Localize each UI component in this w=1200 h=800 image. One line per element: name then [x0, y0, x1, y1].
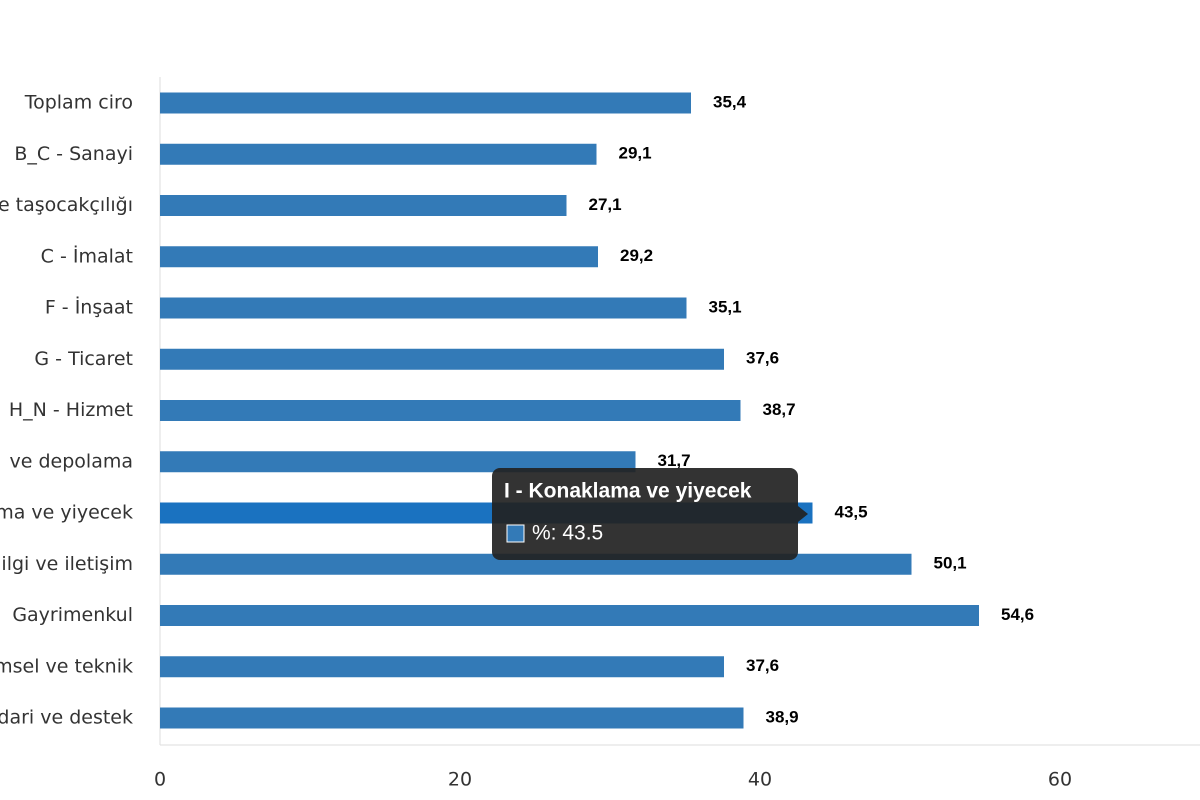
category-label: Gayrimenkul	[12, 604, 133, 626]
tooltip-box	[492, 468, 798, 560]
category-label: msel ve teknik	[0, 655, 133, 677]
value-label: 35,1	[709, 297, 742, 316]
bar	[160, 297, 687, 319]
category-label: B_C - Sanayi	[14, 143, 133, 165]
category-label: C - İmalat	[41, 244, 133, 267]
value-label: 35,4	[713, 92, 747, 111]
value-label: 31,7	[658, 451, 691, 470]
bar	[160, 451, 636, 473]
category-label: G - Ticaret	[34, 348, 133, 370]
tooltip-marker	[506, 524, 525, 543]
value-label: 38,9	[766, 707, 799, 726]
value-label: 37,6	[746, 349, 779, 368]
tooltip-text: %: 43.5	[532, 522, 603, 545]
category-label: dari ve destek	[0, 707, 133, 729]
tooltip: I - Konaklama ve yiyecek %: 43.5	[492, 468, 808, 560]
tooltip-title: I - Konaklama ve yiyecek	[504, 480, 752, 503]
value-label: 29,2	[620, 246, 653, 265]
bar	[160, 707, 744, 729]
value-label: 37,6	[746, 656, 779, 675]
category-label: ma ve yiyecek	[0, 502, 133, 524]
x-tick-label: 0	[154, 769, 166, 791]
tooltip-arrow	[798, 506, 808, 522]
value-label: 43,5	[835, 502, 868, 521]
category-label: ve depolama	[10, 450, 133, 472]
category-label: e taşocakçılığı	[0, 194, 133, 216]
bar	[160, 656, 724, 678]
bar	[160, 195, 567, 216]
value-label: 54,6	[1001, 605, 1034, 624]
category-label: ilgi ve iletişim	[1, 553, 133, 575]
x-tick-label: 40	[748, 769, 772, 791]
bar	[160, 246, 598, 268]
category-label: F - İnşaat	[45, 296, 133, 319]
value-label: 50,1	[934, 554, 967, 573]
value-label: 38,7	[763, 400, 796, 419]
x-tick-label: 20	[448, 769, 472, 791]
category-label: H_N - Hizmet	[9, 399, 133, 421]
bar	[160, 348, 724, 370]
bar	[160, 400, 741, 421]
x-tick-label: 60	[1048, 769, 1072, 791]
bar	[160, 92, 691, 114]
value-label: 29,1	[619, 144, 652, 163]
bar	[160, 143, 597, 165]
category-label: Toplam ciro	[24, 92, 133, 114]
bar	[160, 605, 979, 626]
value-label: 27,1	[589, 195, 622, 214]
